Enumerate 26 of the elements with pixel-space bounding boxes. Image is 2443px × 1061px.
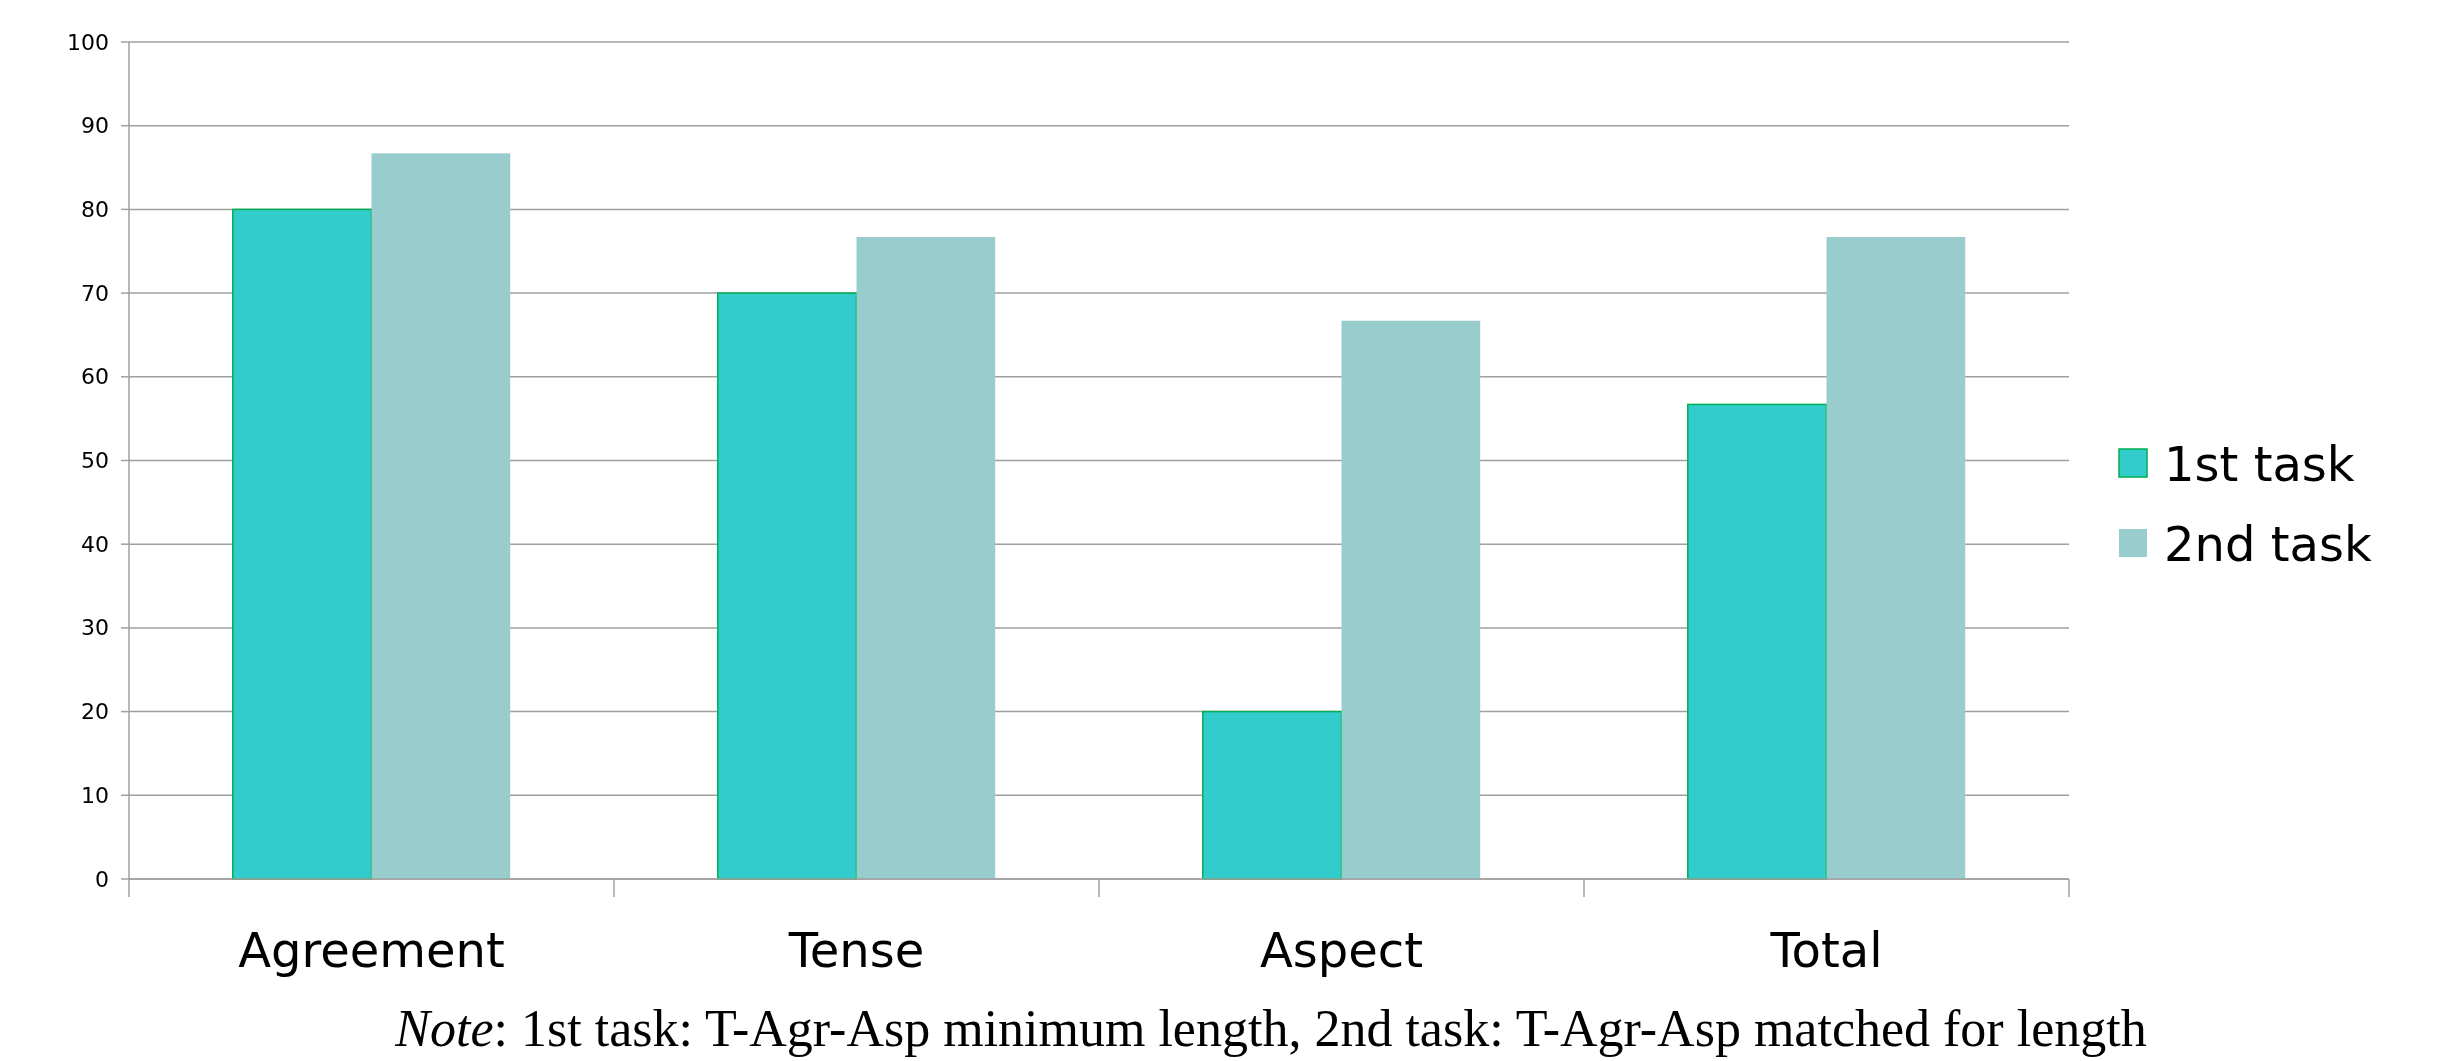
x-tick-label: Agreement [238,922,505,978]
bar [1826,237,1966,879]
y-tick-label: 100 [67,29,109,55]
y-tick-label: 30 [81,615,109,641]
bar [232,208,373,880]
bar [371,153,511,879]
bar [1687,403,1828,880]
y-tick-label: 90 [81,113,109,139]
y-tick-label: 40 [81,531,109,557]
y-tick-label: 60 [81,364,109,390]
x-tick-label: Tense [787,922,925,978]
x-tick-label: Aspect [1259,922,1424,978]
x-tick-label: Total [1769,922,1883,978]
legend-label: 1st task [2164,436,2355,492]
legend-label: 2nd task [2164,516,2372,572]
bar [717,292,858,880]
bar [1202,710,1343,880]
bar [1341,320,1481,879]
bar [856,237,996,879]
y-tick-label: 10 [81,782,109,808]
y-tick-label: 20 [81,699,109,725]
text: Note: 1st task: T-Agr-Asp minimum length, 2nd task: T-Agr-Asp matched for length [394,999,2147,1057]
y-tick-label: 0 [95,866,109,892]
y-tick-label: 80 [81,196,109,222]
y-tick-label: 70 [81,280,109,306]
y-tick-label: 50 [81,448,109,473]
